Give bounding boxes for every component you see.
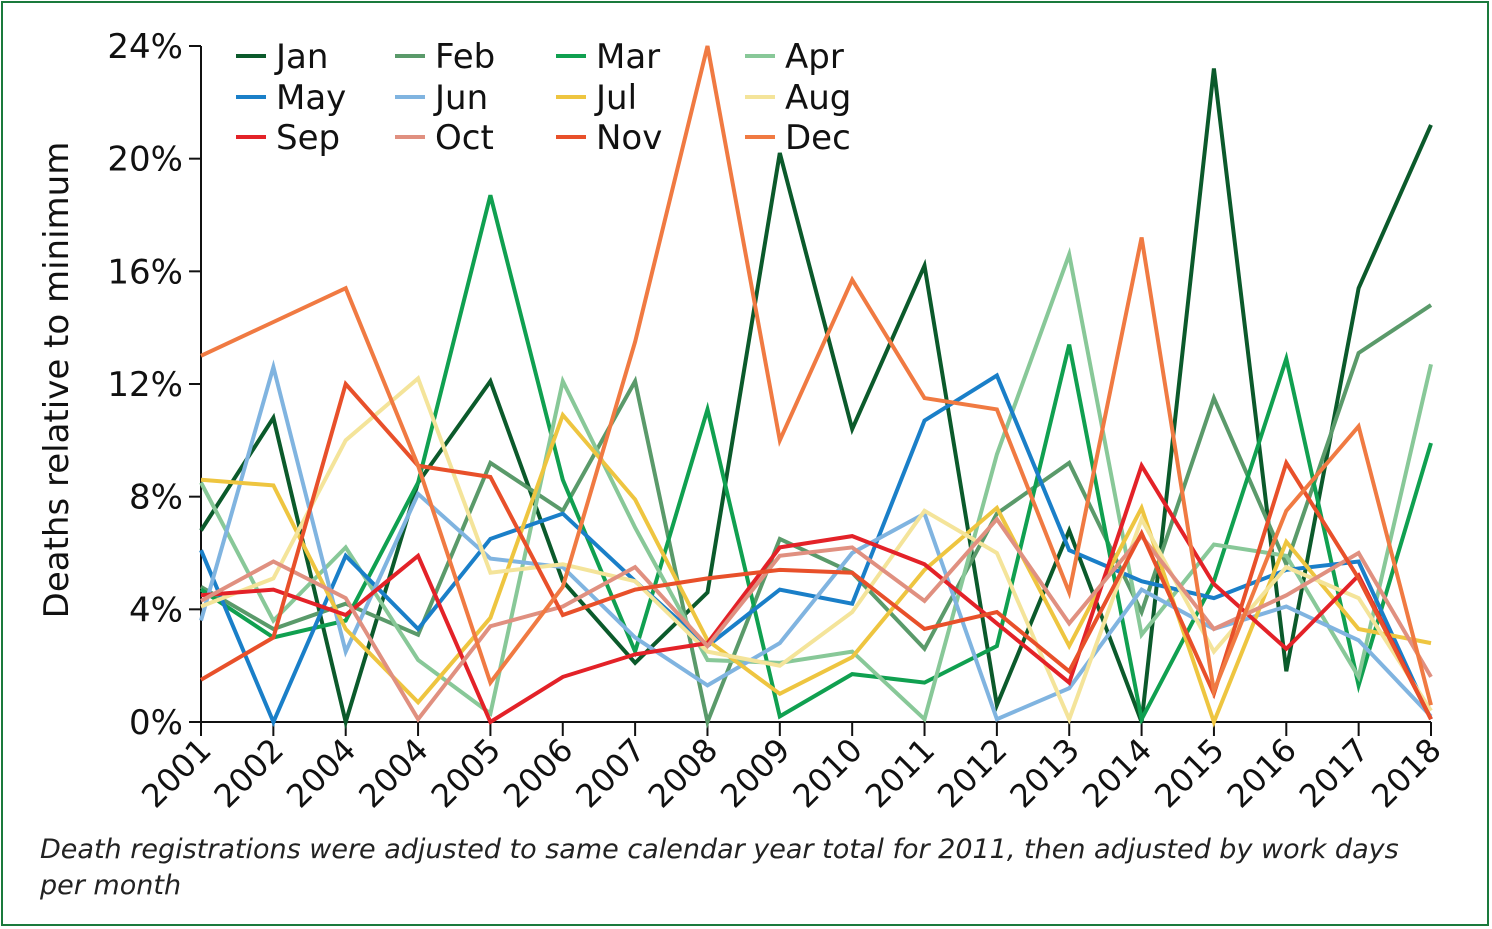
legend-label: May (276, 78, 346, 118)
x-tick-label: 2001 (134, 731, 218, 815)
y-tick-label: 20% (107, 140, 183, 180)
y-tick-label: 24% (107, 27, 183, 67)
legend-item-aug: Aug (745, 78, 851, 118)
legend-label: Mar (596, 37, 660, 77)
legend-label: Jun (433, 78, 488, 118)
legend-item-jul: Jul (556, 78, 637, 118)
series-line-mar (199, 194, 1433, 726)
y-tick-label: 8% (129, 478, 183, 518)
legend-item-feb: Feb (395, 37, 495, 77)
y-tick-label: 0% (129, 703, 183, 743)
x-tick-label: 2017 (1292, 731, 1376, 815)
series-lines (199, 45, 1433, 730)
chart-legend: Jan Feb Mar Apr May Jun Jul Aug Sep Oct Nov Dec (236, 37, 851, 158)
footnote: Death registrations were adjusted to sam… (40, 834, 1399, 901)
legend-item-apr: Apr (745, 37, 844, 77)
y-tick-label: 16% (107, 252, 183, 292)
y-axis-label: Deaths relative to minimum (37, 142, 77, 619)
series-line-oct (200, 515, 1433, 723)
x-tick-label: 2013 (1002, 731, 1086, 815)
series-line-nov (199, 379, 1433, 721)
series-line-sep (200, 460, 1433, 725)
series-line-jul (200, 411, 1432, 728)
legend-label: Feb (435, 37, 495, 77)
x-tick-label: 2004 (351, 731, 435, 815)
legend-item-sep: Sep (236, 118, 340, 158)
series-line-jan (199, 68, 1433, 730)
series-line-apr (199, 246, 1433, 723)
legend-item-jun: Jun (395, 78, 488, 118)
legend-item-dec: Dec (745, 118, 851, 158)
x-tick-label: 2008 (641, 731, 725, 815)
x-tick-label: 2011 (858, 731, 942, 815)
legend-label: Aug (785, 78, 851, 118)
x-tick-label: 2018 (1364, 731, 1448, 815)
legend-item-jan: Jan (236, 37, 328, 77)
legend-item-nov: Nov (556, 118, 662, 158)
legend-label: Apr (785, 37, 844, 77)
legend-label: Jan (274, 37, 328, 77)
legend-item-mar: Mar (556, 37, 660, 77)
legend-label: Dec (785, 118, 851, 158)
legend-label: Oct (435, 118, 494, 158)
y-tick-label: 12% (107, 365, 183, 405)
legend-label: Jul (594, 78, 637, 118)
x-tick-label: 2016 (1219, 731, 1303, 815)
series-line-dec (200, 45, 1433, 706)
legend-label: Sep (276, 118, 340, 158)
x-tick-label: 2002 (207, 731, 291, 815)
x-tick-label: 2005 (424, 731, 508, 815)
x-tick-label: 2014 (1075, 731, 1159, 815)
y-tick-label: 4% (129, 590, 183, 630)
legend-item-may: May (236, 78, 346, 118)
x-tick-label: 2006 (496, 731, 580, 815)
x-tick-label: 2007 (568, 731, 652, 815)
legend-item-oct: Oct (395, 118, 494, 158)
x-tick-label: 2015 (1147, 731, 1231, 815)
x-tick-label: 2012 (930, 731, 1014, 815)
legend-label: Nov (596, 118, 662, 158)
line-chart: 0%4%8%12%16%20%24%2001200220042004200520… (37, 27, 1449, 815)
x-tick-label: 2010 (785, 731, 869, 815)
x-tick-label: 2004 (279, 731, 363, 815)
x-tick-label: 2009 (713, 731, 797, 815)
series-line-aug (200, 375, 1433, 725)
series-line-feb (199, 303, 1433, 729)
